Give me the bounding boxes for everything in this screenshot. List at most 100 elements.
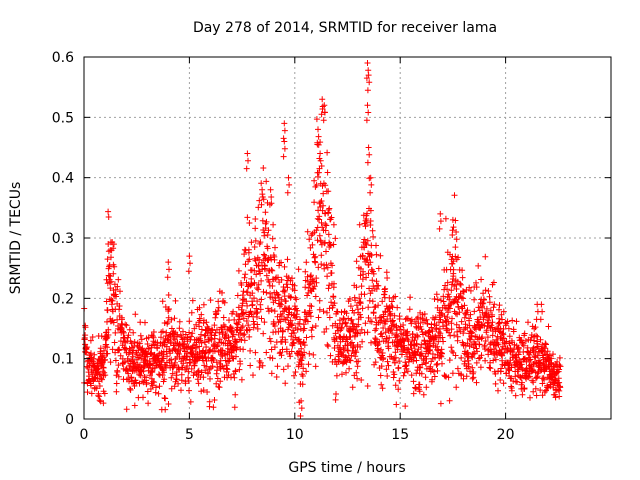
data-point-marker bbox=[362, 223, 369, 230]
data-point-marker bbox=[416, 364, 423, 371]
data-point-marker bbox=[139, 378, 146, 385]
data-point-marker bbox=[450, 224, 457, 231]
data-point-marker bbox=[451, 332, 458, 339]
data-point-marker bbox=[282, 380, 289, 387]
data-point-marker bbox=[204, 330, 211, 337]
data-point-marker bbox=[271, 344, 278, 351]
data-point-marker bbox=[324, 341, 331, 348]
data-point-marker bbox=[97, 345, 104, 352]
data-point-marker bbox=[118, 314, 125, 321]
data-point-marker bbox=[191, 362, 198, 369]
data-point-marker bbox=[368, 318, 375, 325]
data-point-marker bbox=[418, 350, 425, 357]
data-point-marker bbox=[556, 354, 563, 361]
data-point-marker bbox=[530, 388, 537, 395]
data-point-marker bbox=[444, 286, 451, 293]
y-tick-label: 0.4 bbox=[52, 171, 74, 187]
data-point-marker bbox=[95, 390, 102, 397]
data-point-marker bbox=[413, 357, 420, 364]
data-point-marker bbox=[280, 135, 287, 142]
data-point-marker bbox=[198, 331, 204, 338]
data-point-marker bbox=[508, 387, 515, 394]
data-point-marker bbox=[150, 329, 157, 335]
data-point-marker bbox=[554, 358, 561, 365]
data-point-marker bbox=[251, 244, 258, 250]
data-point-marker bbox=[211, 322, 218, 329]
data-point-marker bbox=[378, 381, 385, 388]
data-point-marker bbox=[176, 318, 183, 325]
data-point-marker bbox=[525, 319, 531, 326]
data-point-marker bbox=[365, 304, 372, 311]
data-point-marker bbox=[275, 274, 281, 281]
data-point-marker bbox=[115, 373, 122, 380]
data-point-marker bbox=[452, 310, 459, 317]
data-point-marker bbox=[289, 275, 295, 282]
data-point-marker bbox=[455, 304, 462, 311]
data-point-marker bbox=[401, 345, 408, 352]
data-point-marker bbox=[164, 319, 171, 325]
data-point-marker bbox=[195, 380, 202, 387]
data-point-marker bbox=[301, 325, 308, 332]
data-point-marker bbox=[149, 369, 156, 376]
data-point-marker bbox=[493, 336, 500, 343]
data-point-marker bbox=[419, 361, 426, 368]
data-point-marker bbox=[454, 333, 461, 340]
data-point-marker bbox=[379, 298, 386, 305]
data-point-marker bbox=[332, 235, 339, 242]
data-point-marker bbox=[357, 330, 364, 337]
data-point-marker bbox=[250, 318, 257, 325]
data-point-marker bbox=[526, 373, 533, 380]
data-point-marker bbox=[473, 359, 480, 366]
data-point-marker bbox=[126, 326, 133, 333]
data-point-marker bbox=[541, 376, 548, 383]
data-point-marker bbox=[312, 253, 319, 260]
data-point-marker bbox=[189, 297, 196, 304]
data-point-marker bbox=[178, 377, 185, 384]
data-point-marker bbox=[322, 182, 329, 189]
data-point-marker bbox=[234, 344, 240, 351]
data-point-marker bbox=[287, 294, 294, 300]
data-point-marker bbox=[373, 242, 379, 249]
data-point-marker bbox=[453, 236, 460, 243]
data-point-marker bbox=[241, 331, 248, 338]
data-point-marker bbox=[240, 332, 247, 339]
data-point-marker bbox=[316, 213, 323, 220]
data-point-marker bbox=[104, 350, 111, 357]
data-point-marker bbox=[512, 392, 519, 399]
data-point-marker bbox=[363, 241, 370, 248]
data-point-marker bbox=[444, 279, 451, 286]
data-point-marker bbox=[533, 374, 540, 381]
data-point-marker bbox=[269, 283, 276, 289]
data-point-marker bbox=[255, 204, 262, 211]
data-point-marker bbox=[145, 400, 152, 407]
data-point-marker bbox=[402, 403, 409, 410]
data-point-marker bbox=[324, 149, 331, 156]
data-point-marker bbox=[482, 338, 489, 344]
data-point-marker bbox=[130, 353, 136, 360]
data-point-marker bbox=[162, 395, 169, 402]
data-point-marker bbox=[520, 342, 527, 349]
data-point-marker bbox=[136, 352, 143, 359]
data-point-marker bbox=[131, 402, 138, 409]
data-point-marker bbox=[284, 189, 291, 196]
data-point-marker bbox=[408, 345, 415, 352]
data-point-marker bbox=[223, 365, 230, 372]
data-point-marker bbox=[452, 244, 459, 251]
data-point-marker bbox=[493, 348, 500, 355]
data-point-marker bbox=[319, 224, 326, 231]
data-point-marker bbox=[445, 374, 452, 381]
data-point-marker bbox=[308, 272, 314, 279]
data-point-marker bbox=[243, 165, 250, 172]
data-point-marker bbox=[393, 327, 400, 334]
data-point-marker bbox=[286, 181, 293, 188]
data-point-marker bbox=[238, 282, 245, 288]
data-point-marker bbox=[303, 259, 310, 266]
data-point-marker bbox=[107, 359, 114, 366]
data-point-marker bbox=[539, 392, 546, 399]
data-point-marker bbox=[440, 338, 447, 345]
data-point-marker bbox=[437, 210, 444, 217]
data-point-marker bbox=[543, 351, 550, 358]
data-point-marker bbox=[338, 348, 345, 355]
data-point-marker bbox=[262, 263, 268, 269]
data-point-marker bbox=[281, 263, 288, 270]
